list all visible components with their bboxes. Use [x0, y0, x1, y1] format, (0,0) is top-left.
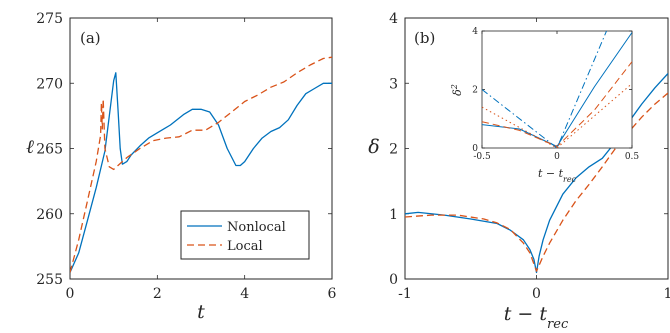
panel-a-ytick-label: 265 — [36, 142, 63, 158]
inset-xtick-label: 0 — [554, 152, 560, 162]
inset-ytick-label: 2 — [472, 86, 478, 96]
inset-ytick-label: 0 — [472, 144, 478, 154]
panel-a-xtick-label: 6 — [328, 286, 337, 302]
panel-a-ylabel: ℓ — [26, 136, 34, 158]
panel-b-ytick-label: 4 — [389, 11, 398, 27]
panel-a-lines — [70, 56, 332, 273]
panel-b-ytick-label: 0 — [389, 272, 398, 288]
inset-xlabel: t − trec — [538, 167, 577, 184]
inset-series-local — [482, 61, 632, 147]
panel-a-xlabel: t — [197, 301, 205, 323]
panel-a-series-local — [70, 56, 332, 273]
panel-a-xtick-label: 2 — [153, 286, 162, 302]
panel-b-xtick-label: -1 — [398, 286, 412, 302]
panel-b-xtick-label: 1 — [664, 286, 670, 302]
panel-a-xtick-label: 4 — [240, 286, 249, 302]
panel-b-xtick-label: 0 — [532, 286, 541, 302]
legend: Nonlocal Local — [180, 210, 310, 260]
inset-series-nonlocal-fit — [482, 31, 607, 148]
panel-a-label: (a) — [80, 29, 101, 47]
panel-a-ytick-label: 275 — [36, 11, 63, 27]
panel-b-ylabel: δ — [368, 136, 379, 158]
panel-a-series-nonlocal — [70, 72, 332, 273]
legend-box — [180, 210, 310, 260]
panel-b-xlabel: t − trec — [504, 303, 569, 332]
panel-b-label: (b) — [414, 29, 435, 47]
inset-series-local-fit — [482, 83, 632, 148]
panel-a-ytick-label: 255 — [36, 272, 63, 288]
panel-a-ytick-label: 260 — [36, 207, 63, 223]
inset-xtick-label: -0.5 — [473, 152, 491, 162]
panel-b-ytick-label: 3 — [389, 76, 398, 92]
inset-ylabel: δ2 — [450, 84, 465, 96]
inset-xtick-label: 0.5 — [625, 152, 640, 162]
panel-a-ytick-label: 270 — [36, 76, 63, 92]
inset-ytick-label: 4 — [472, 27, 478, 37]
legend-entry-local: Local — [227, 239, 263, 254]
legend-entry-nonlocal: Nonlocal — [227, 220, 286, 235]
inset-lines — [482, 31, 632, 148]
inset-axes-box — [481, 30, 633, 149]
panel-b-ytick-label: 2 — [389, 142, 398, 158]
panel-a-xtick-label: 0 — [66, 286, 75, 302]
panel-a: 0 2 4 6 255 260 265 270 275 (a) t ℓ Nonlocal Loc… — [26, 11, 337, 323]
panel-b-ytick-label: 1 — [389, 207, 398, 223]
